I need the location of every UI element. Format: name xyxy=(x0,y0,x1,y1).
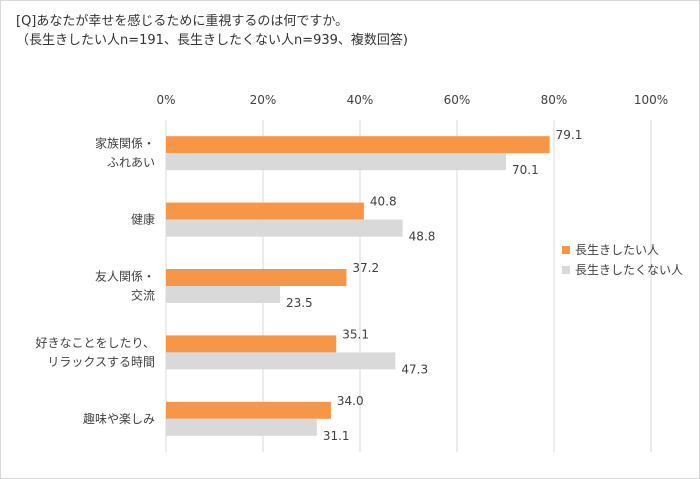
legend-label: 長生きしたくない人 xyxy=(575,263,683,277)
category-label: リラックスする時間 xyxy=(47,355,155,369)
legend-swatch xyxy=(562,246,570,254)
bar-notwant xyxy=(166,352,396,370)
bar-want xyxy=(166,401,331,419)
x-tick-label: 0% xyxy=(156,93,175,107)
data-label: 37.2 xyxy=(352,261,379,275)
category-label: 健康 xyxy=(131,212,155,227)
chart-subtitle: （長生きしたい人n=191、長生きしたくない人n=939、複数回答) xyxy=(16,33,408,48)
chart-title: [Q]あなたが幸せを感じるために重視するのは何ですか。 xyxy=(16,14,349,29)
data-label: 34.0 xyxy=(337,394,364,408)
category-label: 友人関係・ xyxy=(95,270,155,284)
legend-label: 長生きしたい人 xyxy=(575,243,659,257)
legend-swatch xyxy=(562,266,570,274)
chart-title-block: [Q]あなたが幸せを感じるために重視するのは何ですか。 （長生きしたい人n=19… xyxy=(16,12,408,50)
category-label: 交流 xyxy=(131,288,155,303)
x-tick-label: 80% xyxy=(541,93,568,107)
category-label: 家族関係・ xyxy=(95,136,155,151)
x-tick-label: 100% xyxy=(634,93,668,107)
bar-notwant xyxy=(166,418,317,436)
x-tick-label: 20% xyxy=(250,93,277,107)
data-label: 47.3 xyxy=(401,362,428,376)
data-label: 70.1 xyxy=(512,163,539,177)
data-label: 79.1 xyxy=(556,128,583,142)
data-label: 40.8 xyxy=(370,195,397,209)
x-tick-label: 40% xyxy=(347,93,374,107)
data-label: 35.1 xyxy=(342,327,369,341)
data-label: 31.1 xyxy=(323,429,350,443)
bar-want xyxy=(166,269,347,286)
bar-want xyxy=(166,202,364,220)
data-label: 48.8 xyxy=(409,230,436,244)
x-tick-label: 60% xyxy=(444,93,471,107)
bar-notwant xyxy=(166,286,280,303)
bar-want xyxy=(166,136,550,154)
data-label: 23.5 xyxy=(286,296,313,310)
bar-want xyxy=(166,335,337,353)
bar-notwant xyxy=(166,219,403,237)
category-label: 趣味や楽しみ xyxy=(83,411,155,426)
bar-notwant xyxy=(166,153,506,171)
category-label: 好きなことをしたり、 xyxy=(35,336,155,350)
category-label: ふれあい xyxy=(107,156,155,170)
